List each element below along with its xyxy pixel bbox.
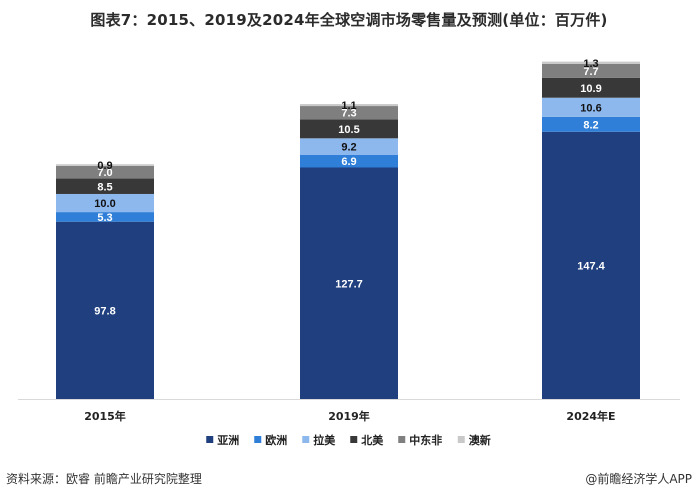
legend-label: 欧洲	[265, 433, 287, 447]
data-label: 8.2	[583, 119, 598, 131]
bar-segment-澳新-2024年E	[542, 61, 640, 64]
data-label: 10.6	[580, 102, 601, 114]
legend-label: 中东非	[409, 433, 442, 447]
bar-segment-北美-2015年	[56, 178, 154, 194]
data-label: 1.3	[583, 58, 598, 70]
legend-label: 北美	[361, 433, 384, 447]
data-label: 1.1	[341, 100, 356, 112]
legend-swatch	[457, 436, 465, 443]
x-tick-label: 2024年E	[566, 409, 615, 423]
data-label: 7.3	[341, 108, 356, 120]
bar-segment-亚洲-2015年	[56, 221, 154, 399]
source-note: 资料来源：欧睿 前瞻产业研究院整理	[6, 472, 202, 486]
bar-segment-亚洲-2024年E	[542, 131, 640, 399]
data-label: 10.5	[338, 124, 359, 136]
legend-swatch	[254, 436, 262, 443]
x-tick-label: 2019年	[328, 409, 370, 423]
bar-segment-拉美-2024年E	[542, 97, 640, 117]
data-label: 10.9	[580, 83, 601, 95]
bar-segment-北美-2019年	[300, 119, 398, 139]
bar-segment-欧洲-2019年	[300, 154, 398, 168]
bar-segment-中东非-2024年E	[542, 63, 640, 78]
data-label: 9.2	[341, 142, 356, 154]
legend-label: 澳新	[469, 433, 491, 447]
data-label: 8.5	[97, 181, 112, 193]
chart-title: 图表7：2015、2019及2024年全球空调市场零售量及预测(单位：百万件)	[90, 11, 608, 29]
bar-segment-北美-2024年E	[542, 77, 640, 98]
data-label: 5.3	[97, 212, 112, 224]
bar-segment-澳新-2019年	[300, 104, 398, 107]
data-label: 127.7	[335, 278, 363, 290]
legend-swatch	[350, 436, 358, 443]
bar-segment-欧洲-2015年	[56, 212, 154, 222]
data-label: 6.9	[341, 156, 356, 168]
legend-swatch	[302, 436, 310, 443]
bar-segment-中东非-2019年	[300, 106, 398, 120]
data-label: 147.4	[577, 260, 605, 272]
legend-label: 拉美	[313, 433, 336, 447]
data-label: 97.8	[94, 305, 115, 317]
legend-swatch	[206, 436, 214, 443]
data-label: 7.0	[97, 167, 112, 179]
data-label: 7.7	[583, 66, 598, 78]
x-tick-label: 2015年	[84, 409, 126, 423]
bar-segment-中东非-2015年	[56, 165, 154, 179]
data-label: 10.0	[94, 198, 115, 210]
legend-label: 亚洲	[217, 434, 239, 447]
bar-segment-亚洲-2019年	[300, 167, 398, 399]
bar-segment-拉美-2019年	[300, 138, 398, 155]
bar-segment-澳新-2015年	[56, 164, 154, 166]
bar-segment-欧洲-2024年E	[542, 116, 640, 132]
bar-segment-拉美-2015年	[56, 193, 154, 213]
data-label: 0.9	[97, 160, 112, 172]
brand-credit: @前瞻经济学人APP	[585, 472, 692, 486]
legend-swatch	[398, 436, 406, 443]
